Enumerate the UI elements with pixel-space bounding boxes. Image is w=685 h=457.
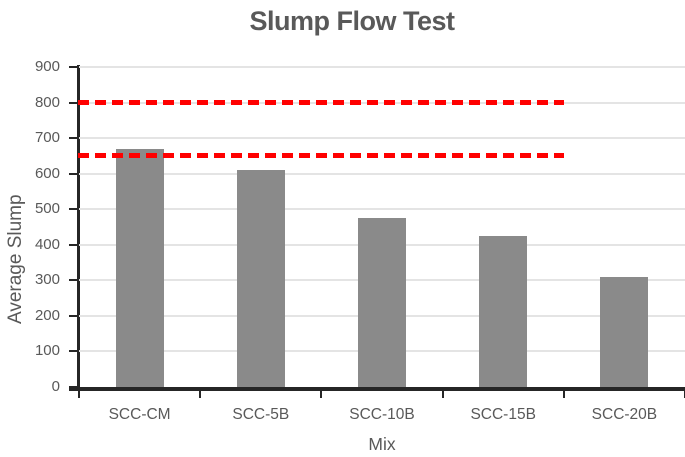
y-tick-label: 900 (34, 58, 60, 75)
gridline (79, 172, 685, 175)
x-tick-label-scc-15b: SCC-15B (470, 406, 536, 423)
reference-line-800 (78, 100, 564, 106)
y-tick-label: 300 (34, 271, 60, 289)
y-axis-tick (69, 243, 77, 246)
y-axis-tick (69, 314, 77, 317)
y-tick-label: 0 (51, 378, 60, 395)
gridline (79, 66, 685, 68)
y-axis-tick (69, 66, 77, 68)
bar-scc-5b (236, 170, 285, 387)
y-tick-label: 500 (34, 200, 60, 218)
y-tick-label: 600 (34, 164, 60, 182)
bar-scc-cm (115, 148, 164, 387)
y-axis-title: Average Slump (5, 194, 26, 324)
y-axis-tick (69, 208, 77, 211)
y-tick-label: 100 (34, 342, 60, 360)
y-axis-tick (69, 101, 77, 104)
x-tick-label-scc-5b: SCC-5B (232, 406, 290, 423)
x-tick-label-scc-cm: SCC-CM (108, 406, 171, 423)
x-axis-tick (441, 391, 444, 398)
y-axis-tick (69, 386, 77, 388)
gridline (79, 137, 685, 140)
chart-title: Slump Flow Test (249, 6, 455, 36)
x-axis-tick (199, 391, 202, 398)
y-axis-tick (69, 279, 77, 282)
bar-scc-10b (358, 218, 406, 387)
x-axis-line (69, 387, 685, 391)
bar-scc-15b (479, 235, 528, 387)
x-axis-tick (78, 391, 80, 398)
y-tick-label: 800 (34, 93, 60, 111)
reference-line-650 (78, 153, 564, 159)
y-axis-tick (69, 172, 77, 175)
gridline (79, 208, 685, 211)
y-tick-label: 700 (34, 129, 60, 147)
x-axis-tick (320, 391, 323, 398)
y-tick-label: 200 (34, 306, 60, 324)
y-axis-line (77, 65, 80, 391)
y-axis-tick (69, 137, 77, 140)
bar-scc-20b (600, 276, 649, 387)
x-tick-label-scc-10b: SCC-10B (349, 406, 415, 423)
x-tick-label-scc-20b: SCC-20B (591, 406, 658, 423)
x-axis-title: Mix (368, 434, 396, 454)
y-axis-tick (69, 350, 77, 353)
x-axis-tick (562, 391, 565, 398)
y-tick-label: 400 (34, 235, 60, 253)
